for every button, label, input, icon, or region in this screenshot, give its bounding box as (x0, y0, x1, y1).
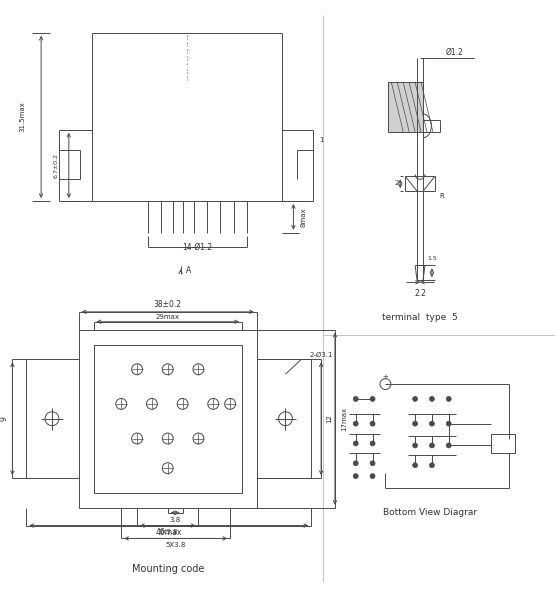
Circle shape (353, 461, 358, 466)
Bar (26, 359, 79, 478)
Circle shape (429, 396, 434, 401)
Text: 2: 2 (394, 180, 399, 186)
Bar (492, 433, 515, 453)
Circle shape (353, 421, 358, 426)
Circle shape (413, 421, 418, 426)
Circle shape (446, 421, 451, 426)
Circle shape (429, 443, 434, 448)
Text: 14-Ø1.2: 14-Ø1.2 (182, 243, 212, 252)
Text: 38±0.2: 38±0.2 (154, 300, 182, 309)
Text: 2-Ø3.1: 2-Ø3.1 (309, 352, 332, 358)
Bar (93, 344, 242, 493)
Polygon shape (389, 82, 423, 132)
Circle shape (446, 396, 451, 401)
Text: 5X3.8: 5X3.8 (166, 542, 186, 549)
Text: 31.5max: 31.5max (19, 101, 26, 133)
Bar (79, 330, 257, 508)
Text: 8max: 8max (300, 207, 306, 227)
Text: 1: 1 (319, 137, 324, 143)
Text: 2.2: 2.2 (414, 288, 426, 297)
Text: A: A (186, 266, 191, 275)
Circle shape (370, 396, 375, 401)
Circle shape (353, 396, 358, 401)
Text: 1.5: 1.5 (427, 256, 437, 261)
Text: 3X3.8: 3X3.8 (157, 530, 178, 536)
Text: +: + (383, 374, 388, 380)
Text: 3.8: 3.8 (169, 516, 180, 522)
Text: 9: 9 (0, 416, 9, 421)
Text: Bottom View Diagrar: Bottom View Diagrar (383, 508, 477, 517)
Circle shape (370, 441, 375, 446)
Text: Mounting code: Mounting code (132, 564, 204, 574)
Circle shape (353, 441, 358, 446)
Circle shape (353, 473, 358, 479)
Circle shape (413, 443, 418, 448)
Text: 17max: 17max (341, 407, 347, 431)
Text: 29max: 29max (156, 314, 180, 320)
Text: 46max: 46max (156, 528, 182, 537)
Text: terminal  type  5: terminal type 5 (382, 313, 458, 322)
Text: 6.7±0.2: 6.7±0.2 (53, 153, 58, 178)
Bar (257, 359, 311, 478)
Circle shape (370, 421, 375, 426)
Text: 12: 12 (326, 414, 332, 423)
Circle shape (413, 463, 418, 467)
Circle shape (370, 461, 375, 466)
Circle shape (370, 473, 375, 479)
Text: R: R (439, 193, 444, 199)
Circle shape (429, 463, 434, 467)
Text: Ø1.2: Ø1.2 (446, 48, 464, 57)
Circle shape (413, 396, 418, 401)
Circle shape (446, 443, 451, 448)
Circle shape (429, 421, 434, 426)
